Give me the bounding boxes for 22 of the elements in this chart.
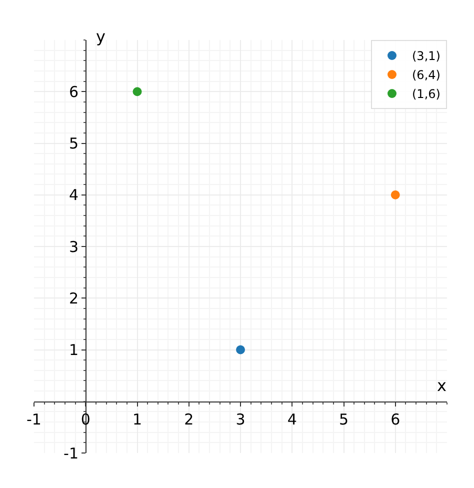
y-tick-label: 2 — [68, 289, 79, 308]
y-tick-label: -1 — [64, 444, 79, 462]
y-tick-label: 4 — [68, 186, 79, 204]
point — [132, 87, 142, 96]
legend-label: (6,4) — [412, 68, 440, 82]
y-tick-label: 5 — [68, 134, 79, 152]
y-tick-label: 1 — [68, 341, 79, 359]
legend-label: (3,1) — [412, 49, 440, 64]
y-axis-title: y — [96, 27, 106, 46]
x-tick-label: 2 — [184, 410, 194, 428]
point — [390, 190, 400, 200]
x-tick-label: 5 — [338, 410, 349, 428]
y-tick-label: 6 — [68, 82, 79, 101]
x-tick-label: 1 — [132, 410, 142, 428]
y-tick-label: 3 — [68, 238, 79, 256]
point — [236, 345, 245, 354]
x-tick-label: -1 — [26, 410, 42, 428]
x-tick-label: 6 — [390, 410, 400, 428]
x-axis-title: x — [437, 376, 446, 395]
legend-label: (1,6) — [412, 87, 440, 102]
x-tick-label: 3 — [236, 410, 246, 428]
x-tick-label: 4 — [287, 410, 297, 428]
